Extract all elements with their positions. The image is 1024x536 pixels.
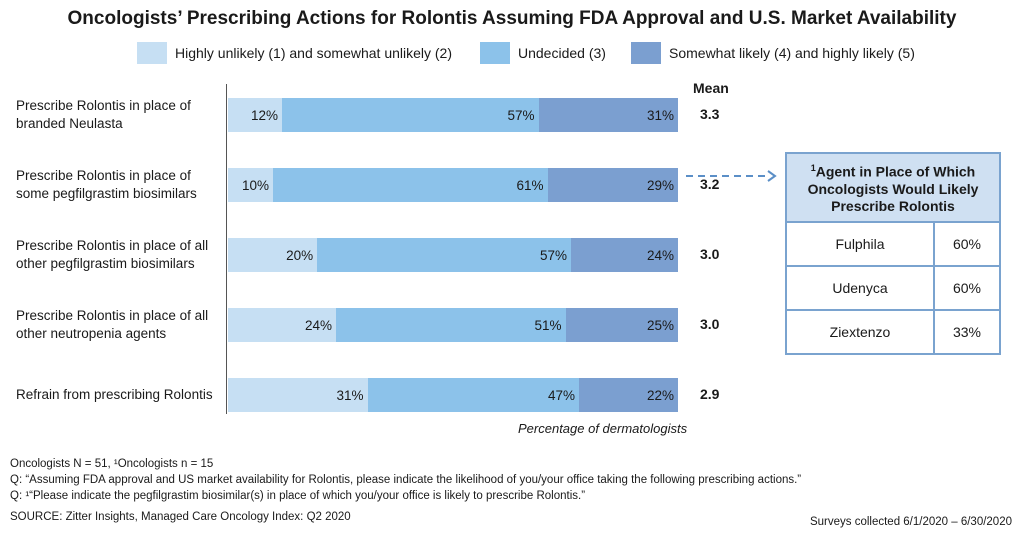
bar-segment-unlikely: 20% — [228, 238, 318, 272]
data-label: 57% — [540, 247, 568, 263]
bar-segment-undecided: 51% — [336, 308, 566, 342]
bar-segment-unlikely: 24% — [228, 308, 336, 342]
category-label-line: other pegfilgrastim biosimilars — [16, 256, 195, 271]
chart-title: Oncologists’ Prescribing Actions for Rol… — [67, 8, 957, 29]
bar-segment-likely: 24% — [571, 238, 678, 272]
category-label-line: Prescribe Rolontis in place of all — [16, 238, 209, 253]
bar-row: 24% 51% 25% — [228, 308, 678, 342]
x-axis-label: Percentage of dermatologists — [518, 421, 688, 436]
side-table: 1Agent in Place of Which Oncologists Wou… — [785, 152, 1001, 355]
data-label: 57% — [507, 107, 535, 123]
footnote-n: Oncologists N = 51, ¹Oncologists n = 15 — [10, 458, 214, 470]
side-table-row: Udenyca 60% — [785, 264, 1001, 311]
data-label: 31% — [336, 387, 364, 403]
bar-segment-unlikely: 12% — [228, 98, 282, 132]
data-label: 47% — [547, 387, 575, 403]
side-table-header-text: Agent in Place of Which Oncologists Woul… — [807, 163, 979, 214]
legend: Highly unlikely (1) and somewhat unlikel… — [0, 42, 1024, 68]
y-axis-line — [226, 84, 227, 414]
bar-segment-unlikely: 31% — [228, 378, 368, 412]
category-label: Prescribe Rolontis in place of all other … — [16, 237, 221, 273]
bar-segment-likely: 29% — [547, 168, 678, 202]
side-table-value: 60% — [933, 220, 1001, 267]
category-label: Refrain from prescribing Rolontis — [16, 386, 221, 404]
bar-segment-undecided: 57% — [282, 98, 539, 132]
mean-value: 2.9 — [700, 386, 720, 402]
legend-label-undecided: Undecided (3) — [518, 45, 606, 61]
legend-swatch-undecided — [480, 42, 510, 64]
category-label-line: Prescribe Rolontis in place of all — [16, 308, 209, 323]
category-label-line: some pegfilgrastim biosimilars — [16, 186, 197, 201]
bar-segment-unlikely: 10% — [228, 168, 273, 202]
bar-segment-likely: 22% — [579, 378, 678, 412]
data-label: 61% — [516, 177, 544, 193]
side-table-header: 1Agent in Place of Which Oncologists Wou… — [785, 152, 1001, 223]
bar-segment-undecided: 61% — [273, 168, 548, 202]
legend-item-undecided: Undecided (3) — [480, 42, 606, 64]
legend-swatch-likely — [631, 42, 661, 64]
side-table-superscript: 1 — [810, 163, 816, 173]
data-label: 24% — [304, 317, 332, 333]
mean-value: 3.2 — [700, 176, 720, 192]
category-label: Prescribe Rolontis in place of branded Ne… — [16, 97, 221, 133]
dashed-arrow-icon — [686, 170, 777, 182]
legend-label-likely: Somewhat likely (4) and highly likely (5… — [669, 45, 915, 61]
bar-row: 20% 57% 24% — [228, 238, 678, 272]
legend-item-likely: Somewhat likely (4) and highly likely (5… — [631, 42, 915, 64]
category-label: Prescribe Rolontis in place of some pegfi… — [16, 167, 221, 203]
category-label: Prescribe Rolontis in place of all other … — [16, 307, 221, 343]
category-label-line: Refrain from prescribing Rolontis — [16, 387, 213, 402]
category-label-line: branded Neulasta — [16, 116, 123, 131]
side-table-value: 33% — [933, 308, 1001, 355]
mean-value: 3.0 — [700, 246, 720, 262]
bar-row: 12% 57% 31% — [228, 98, 678, 132]
bar-segment-undecided: 57% — [317, 238, 572, 272]
data-label: 12% — [250, 107, 278, 123]
side-table-agent: Ziextenzo — [785, 308, 935, 355]
side-table-agent: Udenyca — [785, 264, 935, 311]
mean-header: Mean — [693, 80, 729, 96]
bar-row: 31% 47% 22% — [228, 378, 678, 412]
data-label: 10% — [241, 177, 269, 193]
category-label-line: Prescribe Rolontis in place of — [16, 98, 191, 113]
side-table-agent: Fulphila — [785, 220, 935, 267]
data-label: 20% — [286, 247, 314, 263]
legend-label-unlikely: Highly unlikely (1) and somewhat unlikel… — [175, 45, 453, 61]
footnote-q1: Q: “Assuming FDA approval and US market … — [10, 474, 802, 486]
side-table-header-row: 1Agent in Place of Which Oncologists Wou… — [785, 152, 1001, 223]
mean-value: 3.3 — [700, 106, 720, 122]
footnote-surveys: Surveys collected 6/1/2020 – 6/30/2020 — [809, 516, 1012, 528]
data-label: 51% — [534, 317, 562, 333]
category-label-line: Prescribe Rolontis in place of — [16, 168, 191, 183]
data-label: 31% — [646, 107, 674, 123]
bar-segment-undecided: 47% — [367, 378, 579, 412]
bar-segment-likely: 31% — [538, 98, 678, 132]
data-label: 24% — [646, 247, 674, 263]
footnote-q2: Q: ¹“Please indicate the pegfilgrastim b… — [10, 490, 586, 502]
footnote-source: SOURCE: Zitter Insights, Managed Care On… — [10, 511, 351, 523]
data-label: 25% — [646, 317, 674, 333]
legend-swatch-unlikely — [137, 42, 167, 64]
bar-segment-likely: 25% — [565, 308, 678, 342]
mean-value: 3.0 — [700, 316, 720, 332]
category-label-line: other neutropenia agents — [16, 326, 167, 341]
data-label: 29% — [646, 177, 674, 193]
side-table-value: 60% — [933, 264, 1001, 311]
side-table-row: Ziextenzo 33% — [785, 308, 1001, 355]
bar-row: 10% 61% 29% — [228, 168, 678, 202]
legend-item-unlikely: Highly unlikely (1) and somewhat unlikel… — [137, 42, 452, 64]
side-table-row: Fulphila 60% — [785, 220, 1001, 267]
data-label: 22% — [646, 387, 674, 403]
